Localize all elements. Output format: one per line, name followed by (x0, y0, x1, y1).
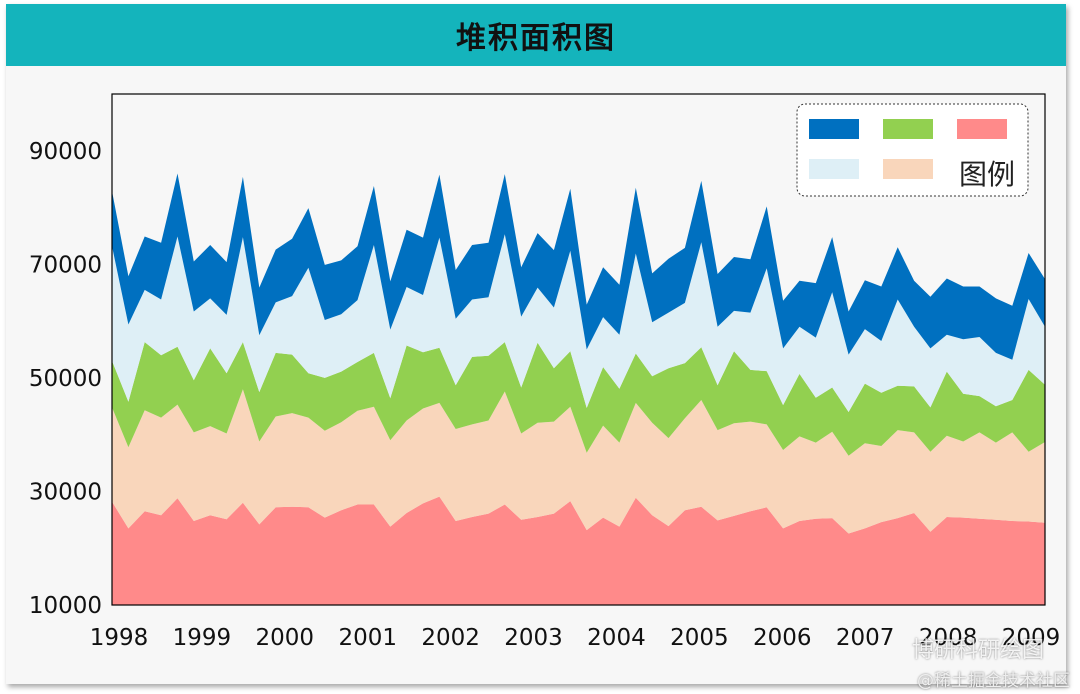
plot-border (111, 93, 1046, 606)
legend: 图例 (796, 103, 1029, 197)
legend-swatch-1 (957, 119, 1007, 139)
x-axis-ticks: 1998 1999 2000 2001 2002 2003 2004 2005 2006 2007… (90, 625, 1061, 651)
y-tick-label: 90000 (29, 139, 102, 165)
x-tick-label: 2002 (421, 625, 480, 651)
x-tick-label: 2008 (919, 625, 978, 651)
x-tick-label: 2009 (1002, 625, 1061, 651)
chart-title: 堆积面积图 (456, 21, 616, 56)
x-tick-label: 2001 (338, 625, 397, 651)
y-tick-label: 10000 (29, 593, 102, 619)
area-series-4 (112, 234, 1045, 412)
legend-swatch-2 (883, 159, 933, 179)
y-axis-ticks: 10000 30000 50000 70000 90000 (29, 139, 102, 619)
x-tick-label: 2006 (753, 625, 812, 651)
area-series-3 (112, 342, 1045, 456)
y-tick-label: 30000 (29, 479, 102, 505)
x-tick-label: 2007 (836, 625, 895, 651)
x-tick-label: 1998 (90, 625, 149, 651)
x-tick-label: 2003 (504, 625, 563, 651)
title-bar: 堆积面积图 (6, 4, 1066, 66)
legend-title: 图例 (959, 158, 1015, 191)
watermark-text: 博研科研绘图 (911, 638, 1044, 663)
legend-swatch-3 (883, 119, 933, 139)
legend-swatch-5 (809, 119, 859, 139)
x-tick-label: 2000 (256, 625, 315, 651)
area-series-2 (112, 389, 1045, 534)
legend-swatch-4 (809, 159, 859, 179)
area-series-5 (112, 173, 1045, 360)
x-tick-label: 1999 (173, 625, 232, 651)
x-tick-label: 2004 (587, 625, 646, 651)
area-layers (112, 173, 1045, 605)
y-tick-label: 50000 (29, 366, 102, 392)
area-series-1 (112, 496, 1045, 605)
watermark-source: @稀土掘金技术社区 (917, 671, 1070, 691)
y-tick-label: 70000 (29, 252, 102, 278)
x-tick-label: 2005 (670, 625, 729, 651)
